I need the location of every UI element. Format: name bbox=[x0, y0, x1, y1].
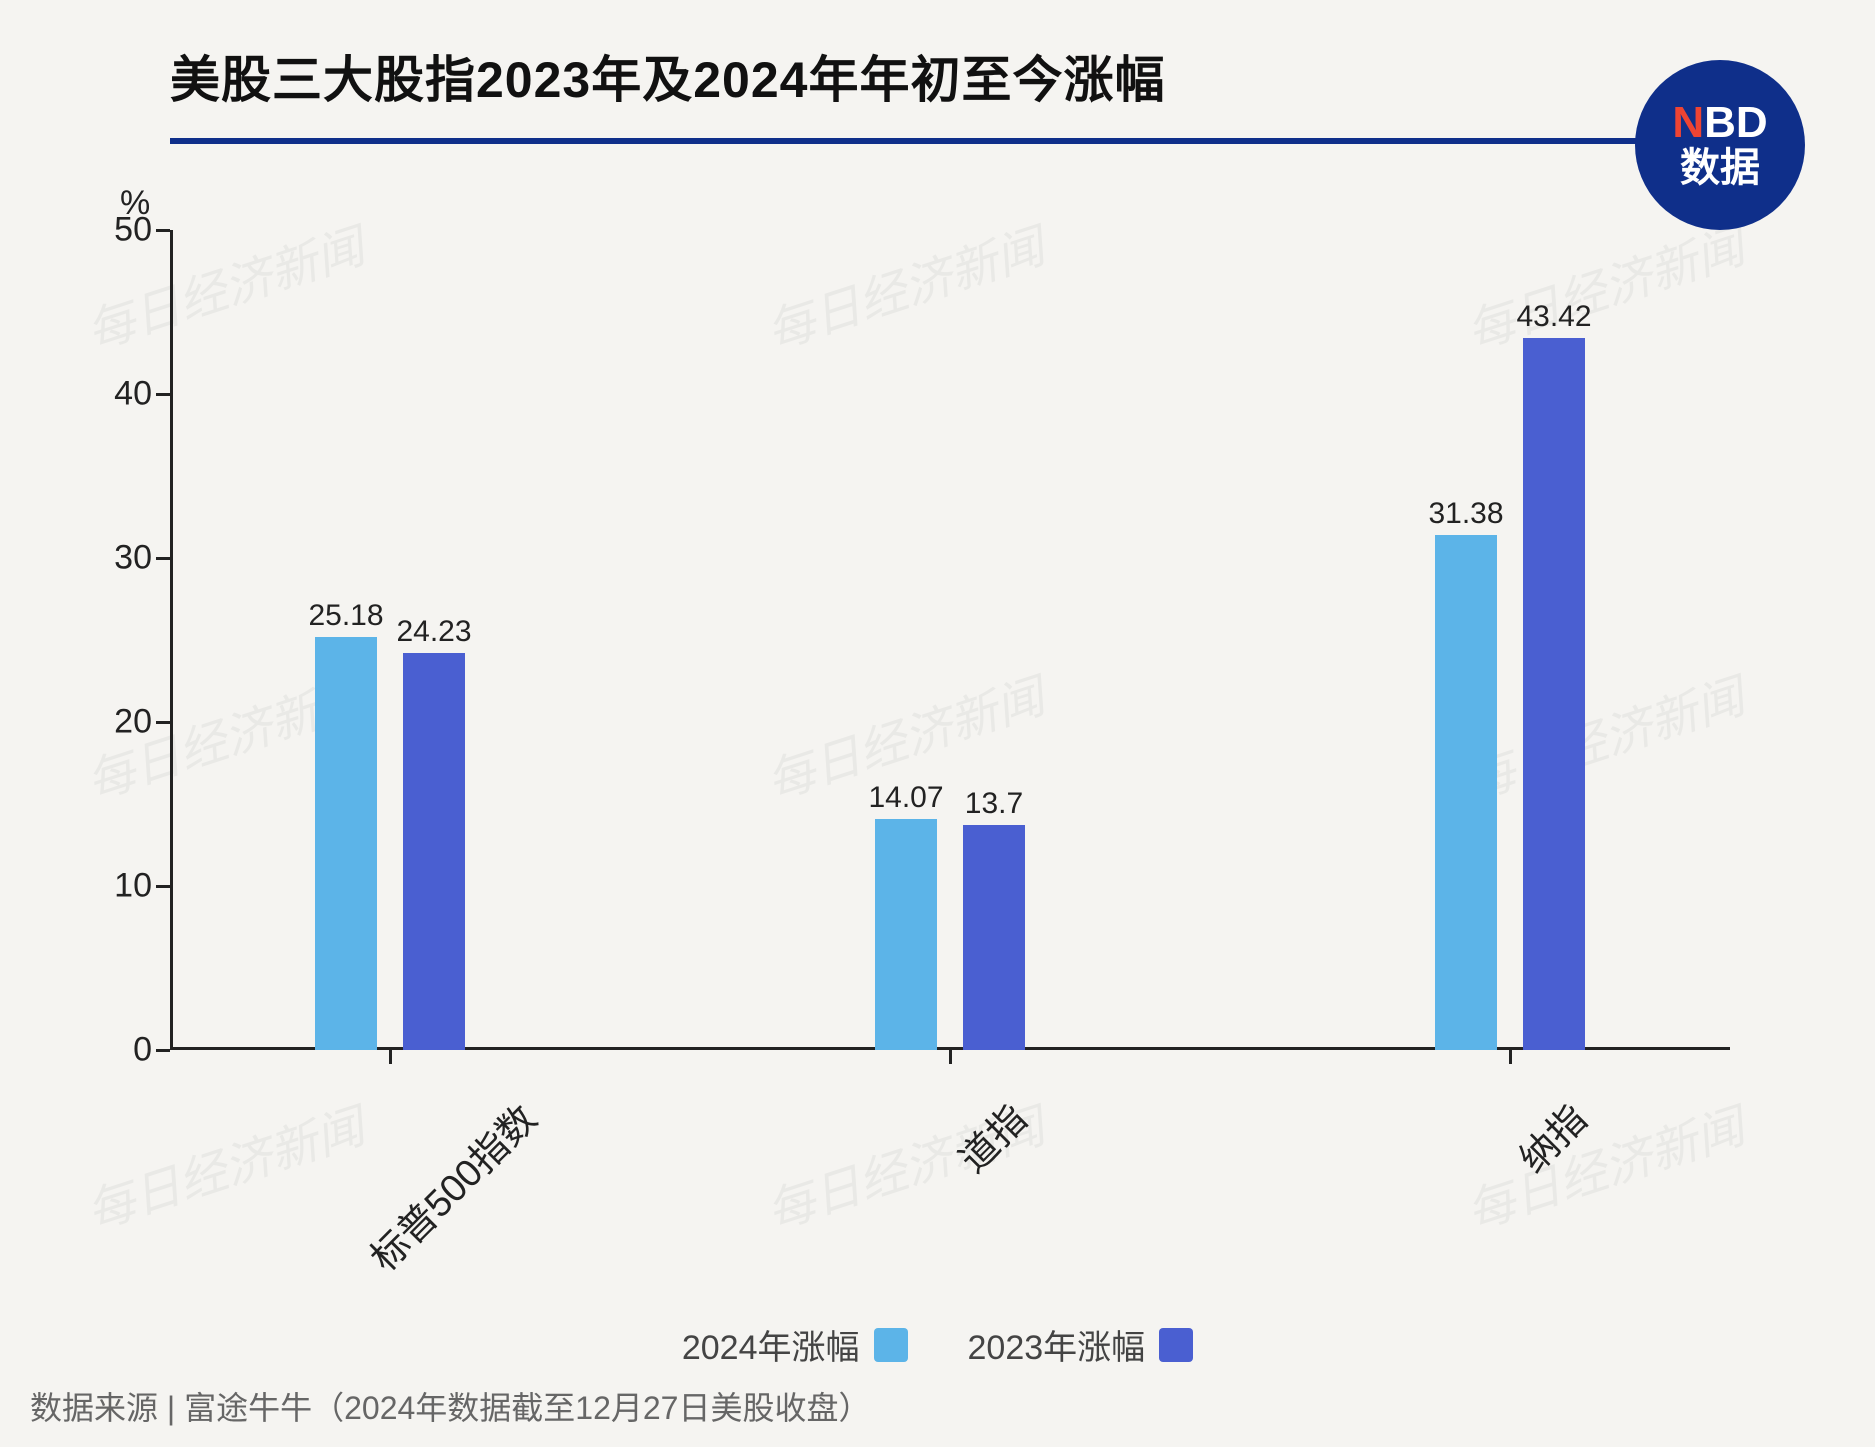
chart-title: 美股三大股指2023年及2024年年初至今涨幅 bbox=[170, 40, 1875, 112]
nbd-logo-n: N bbox=[1672, 98, 1704, 147]
bar: 31.38 bbox=[1435, 535, 1497, 1050]
legend-label-2023: 2023年涨幅 bbox=[968, 1320, 1146, 1369]
bar-value-label: 13.7 bbox=[965, 787, 1023, 825]
legend-swatch-2024 bbox=[874, 1328, 908, 1362]
y-tick bbox=[156, 721, 170, 724]
bar: 43.42 bbox=[1523, 338, 1585, 1050]
y-tick bbox=[156, 1049, 170, 1052]
y-tick bbox=[156, 393, 170, 396]
data-source-footer: 数据来源 | 富途牛牛（2024年数据截至12月27日美股收盘） bbox=[30, 1383, 870, 1429]
bar-value-label: 14.07 bbox=[868, 781, 943, 819]
bar: 14.07 bbox=[875, 819, 937, 1050]
nbd-logo-badge: NBD 数据 bbox=[1635, 60, 1805, 230]
x-tick bbox=[389, 1050, 392, 1064]
bar: 13.7 bbox=[963, 825, 1025, 1050]
chart-header: 美股三大股指2023年及2024年年初至今涨幅 bbox=[0, 0, 1875, 144]
title-underline bbox=[170, 138, 1710, 144]
bar-chart: % 01020304050标普500指数25.1824.23道指14.0713.… bbox=[110, 190, 1770, 1200]
legend-item-2024: 2024年涨幅 bbox=[682, 1320, 908, 1369]
nbd-logo-text: NBD bbox=[1672, 101, 1767, 145]
bar-value-label: 24.23 bbox=[396, 615, 471, 653]
nbd-logo-sub: 数据 bbox=[1680, 147, 1760, 189]
legend-item-2023: 2023年涨幅 bbox=[968, 1320, 1194, 1369]
bar-value-label: 25.18 bbox=[308, 599, 383, 637]
bar-value-label: 43.42 bbox=[1516, 300, 1591, 338]
y-tick-label: 40 bbox=[32, 375, 152, 414]
category-label: 纳指 bbox=[1504, 1090, 1597, 1183]
bar: 24.23 bbox=[403, 653, 465, 1050]
y-tick-label: 30 bbox=[32, 539, 152, 578]
legend: 2024年涨幅 2023年涨幅 bbox=[0, 1320, 1875, 1369]
legend-label-2024: 2024年涨幅 bbox=[682, 1320, 860, 1369]
y-tick-label: 50 bbox=[32, 211, 152, 250]
plot-area: 01020304050标普500指数25.1824.23道指14.0713.7纳… bbox=[170, 230, 1730, 1050]
y-tick bbox=[156, 885, 170, 888]
y-tick bbox=[156, 229, 170, 232]
y-tick bbox=[156, 557, 170, 560]
category-label: 道指 bbox=[944, 1090, 1037, 1183]
y-tick-label: 10 bbox=[32, 867, 152, 906]
y-tick-label: 0 bbox=[32, 1031, 152, 1070]
legend-swatch-2023 bbox=[1159, 1328, 1193, 1362]
category-label: 标普500指数 bbox=[355, 1090, 546, 1281]
x-tick bbox=[1509, 1050, 1512, 1064]
bar: 25.18 bbox=[315, 637, 377, 1050]
x-tick bbox=[949, 1050, 952, 1064]
y-axis-line bbox=[170, 230, 173, 1050]
y-tick-label: 20 bbox=[32, 703, 152, 742]
nbd-logo-bd: BD bbox=[1704, 98, 1768, 147]
bar-value-label: 31.38 bbox=[1428, 497, 1503, 535]
